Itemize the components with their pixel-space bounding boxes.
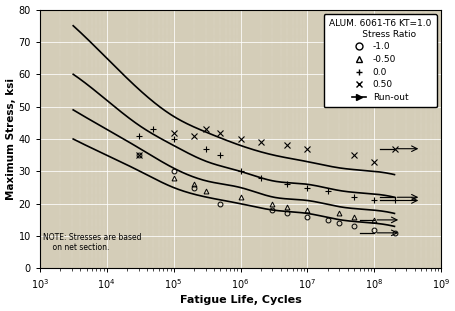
- Y-axis label: Maximum Stress, ksi: Maximum Stress, ksi: [5, 78, 15, 200]
- Legend: -1.0, -0.50, 0.0, 0.50, Run-out: -1.0, -0.50, 0.0, 0.50, Run-out: [323, 14, 436, 107]
- Text: NOTE: Stresses are based
    on net section.: NOTE: Stresses are based on net section.: [42, 233, 141, 252]
- X-axis label: Fatigue Life, Cycles: Fatigue Life, Cycles: [179, 295, 301, 305]
